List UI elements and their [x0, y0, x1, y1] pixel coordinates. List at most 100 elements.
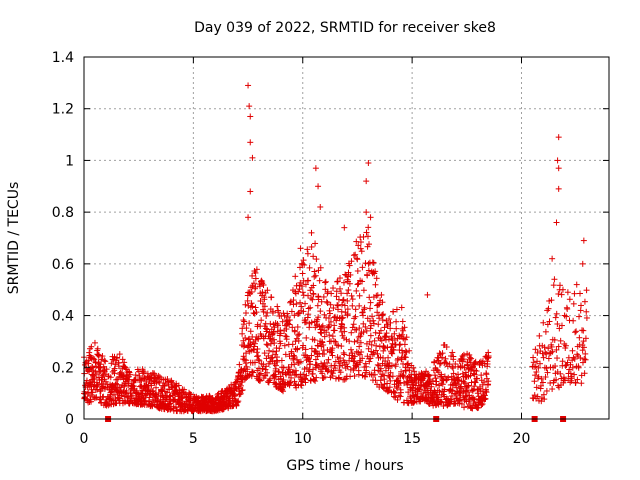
data-point: [399, 372, 406, 379]
y-tick-label: 0: [65, 412, 74, 428]
data-point: [572, 329, 579, 336]
data-point: [260, 308, 267, 315]
data-point: [98, 356, 105, 363]
data-point: [94, 345, 101, 352]
data-point: [558, 291, 565, 298]
data-point: [532, 363, 539, 370]
data-point: [334, 354, 341, 361]
data-point: [262, 325, 269, 332]
data-point: [250, 369, 257, 376]
data-point: [354, 337, 361, 344]
data-point: [377, 327, 384, 334]
data-point: [554, 157, 561, 164]
data-point: [315, 183, 322, 190]
data-point: [582, 356, 589, 363]
data-point: [379, 299, 386, 306]
data-point: [385, 336, 392, 343]
data-point: [320, 375, 327, 382]
data-point: [554, 320, 561, 327]
data-point: [376, 301, 383, 308]
data-point: [359, 355, 366, 362]
data-point: [539, 379, 546, 386]
chart-title: Day 039 of 2022, SRMTID for receiver ske…: [194, 20, 496, 36]
data-point: [286, 321, 293, 328]
data-point: [385, 387, 392, 394]
data-point: [247, 341, 254, 348]
data-point: [440, 402, 447, 409]
data-point: [534, 393, 541, 400]
data-point: [276, 345, 283, 352]
data-point: [554, 355, 561, 362]
data-point: [258, 277, 265, 284]
data-point: [582, 335, 589, 342]
x-tick-label: 0: [80, 431, 89, 447]
data-point: [435, 354, 442, 361]
data-point: [383, 330, 390, 337]
data-point: [292, 273, 299, 280]
data-point: [267, 340, 274, 347]
data-point: [123, 387, 130, 394]
data-point: [359, 278, 366, 285]
data-point: [263, 341, 270, 348]
data-point: [364, 233, 371, 240]
data-point: [372, 281, 379, 288]
data-point: [302, 300, 309, 307]
data-point: [274, 322, 281, 329]
data-point: [252, 269, 259, 276]
data-point: [351, 338, 358, 345]
data-point: [363, 209, 370, 216]
data-point: [397, 389, 404, 396]
data-point: [329, 373, 336, 380]
data-point: [298, 303, 305, 310]
data-point: [245, 82, 252, 89]
data-point: [537, 382, 544, 389]
data-point: [562, 342, 569, 349]
data-point: [340, 349, 347, 356]
data-point: [578, 302, 584, 309]
data-point: [266, 347, 273, 354]
data-point: [325, 356, 332, 363]
data-point: [312, 240, 319, 247]
data-point: [443, 344, 450, 351]
data-point: [403, 334, 410, 341]
data-point: [569, 357, 576, 364]
data-point: [363, 229, 370, 236]
data-point: [228, 381, 235, 388]
data-point: [253, 309, 260, 316]
data-point: [397, 379, 404, 386]
data-point: [264, 287, 271, 294]
data-point: [388, 343, 395, 350]
x-tick-label: 20: [513, 431, 531, 447]
data-point: [306, 264, 313, 271]
data-point: [376, 330, 383, 337]
data-point: [355, 280, 362, 287]
data-point: [348, 258, 355, 265]
data-point: [280, 364, 287, 371]
data-point: [280, 376, 287, 383]
data-point: [313, 374, 320, 381]
data-point: [140, 400, 147, 407]
data-point: [337, 369, 344, 376]
data-point: [583, 287, 590, 294]
data-point: [533, 368, 540, 375]
data-point: [545, 355, 552, 362]
data-point: [289, 341, 296, 348]
data-point: [305, 305, 312, 312]
data-point: [346, 262, 353, 269]
data-point: [129, 392, 136, 399]
data-point: [360, 329, 367, 336]
data-point: [297, 279, 304, 286]
data-point: [356, 292, 363, 299]
data-point: [330, 305, 337, 312]
data-point: [241, 318, 248, 325]
data-point: [460, 356, 467, 363]
data-point: [317, 264, 324, 271]
data-point: [153, 384, 160, 391]
data-point: [83, 377, 90, 384]
data-point: [272, 362, 279, 369]
data-point: [308, 352, 315, 359]
x-tick-label: 15: [403, 431, 421, 447]
data-point: [338, 290, 345, 297]
y-axis-ticks: 0 0.2 0.4 0.6 0.8 1 1.2 1.4: [52, 50, 609, 428]
data-point: [479, 381, 486, 388]
